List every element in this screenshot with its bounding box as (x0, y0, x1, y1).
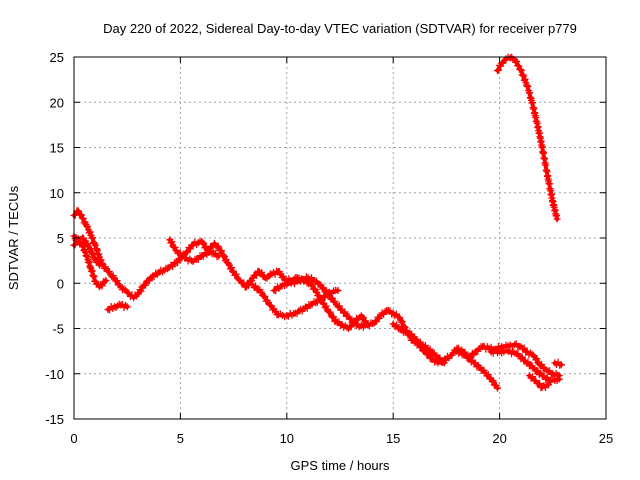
series-markers (249, 281, 342, 321)
y-tick-label: 0 (57, 276, 64, 291)
series-track-l (551, 358, 565, 369)
series-track-f (249, 281, 342, 321)
series-markers (270, 273, 372, 331)
y-tick-label: 15 (50, 141, 64, 156)
y-tick-label: 10 (50, 186, 64, 201)
x-tick-label: 5 (177, 431, 184, 446)
series-track-d (104, 300, 131, 314)
series-track-i (453, 347, 501, 392)
series-markers (487, 346, 563, 385)
series-markers (104, 300, 131, 314)
series-markers (389, 320, 448, 367)
x-tick-label: 20 (492, 431, 506, 446)
x-tick-label: 10 (280, 431, 294, 446)
y-tick-label: -5 (52, 322, 64, 337)
y-tick-label: -10 (45, 367, 64, 382)
y-ticks: -15 -10 -5 0 5 10 15 20 25 (45, 50, 606, 427)
series-layer (70, 53, 565, 392)
x-tick-label: 25 (599, 431, 613, 446)
y-tick-label: 5 (57, 231, 64, 246)
series-markers (70, 207, 563, 380)
series-track-j (487, 346, 563, 385)
series-markers (453, 347, 501, 392)
series-markers (525, 372, 552, 392)
y-axis-label: SDTVAR / TECUs (6, 185, 21, 290)
series-track-h (389, 320, 448, 367)
series-track-e (166, 236, 223, 265)
series-markers (551, 358, 565, 369)
chart-title: Day 220 of 2022, Sidereal Day-to-day VTE… (103, 21, 577, 36)
x-tick-label: 0 (70, 431, 77, 446)
series-markers (494, 53, 561, 223)
y-tick-label: 25 (50, 50, 64, 65)
series-track-a (70, 207, 563, 380)
x-ticks: 0 5 10 15 20 25 (70, 57, 613, 446)
series-track-m (494, 53, 561, 223)
y-tick-label: -15 (45, 412, 64, 427)
x-axis-label: GPS time / hours (291, 458, 390, 473)
series-track-k (525, 372, 552, 392)
y-tick-label: 20 (50, 95, 64, 110)
series-track-g (270, 273, 372, 331)
x-tick-label: 15 (386, 431, 400, 446)
series-markers (166, 236, 223, 265)
